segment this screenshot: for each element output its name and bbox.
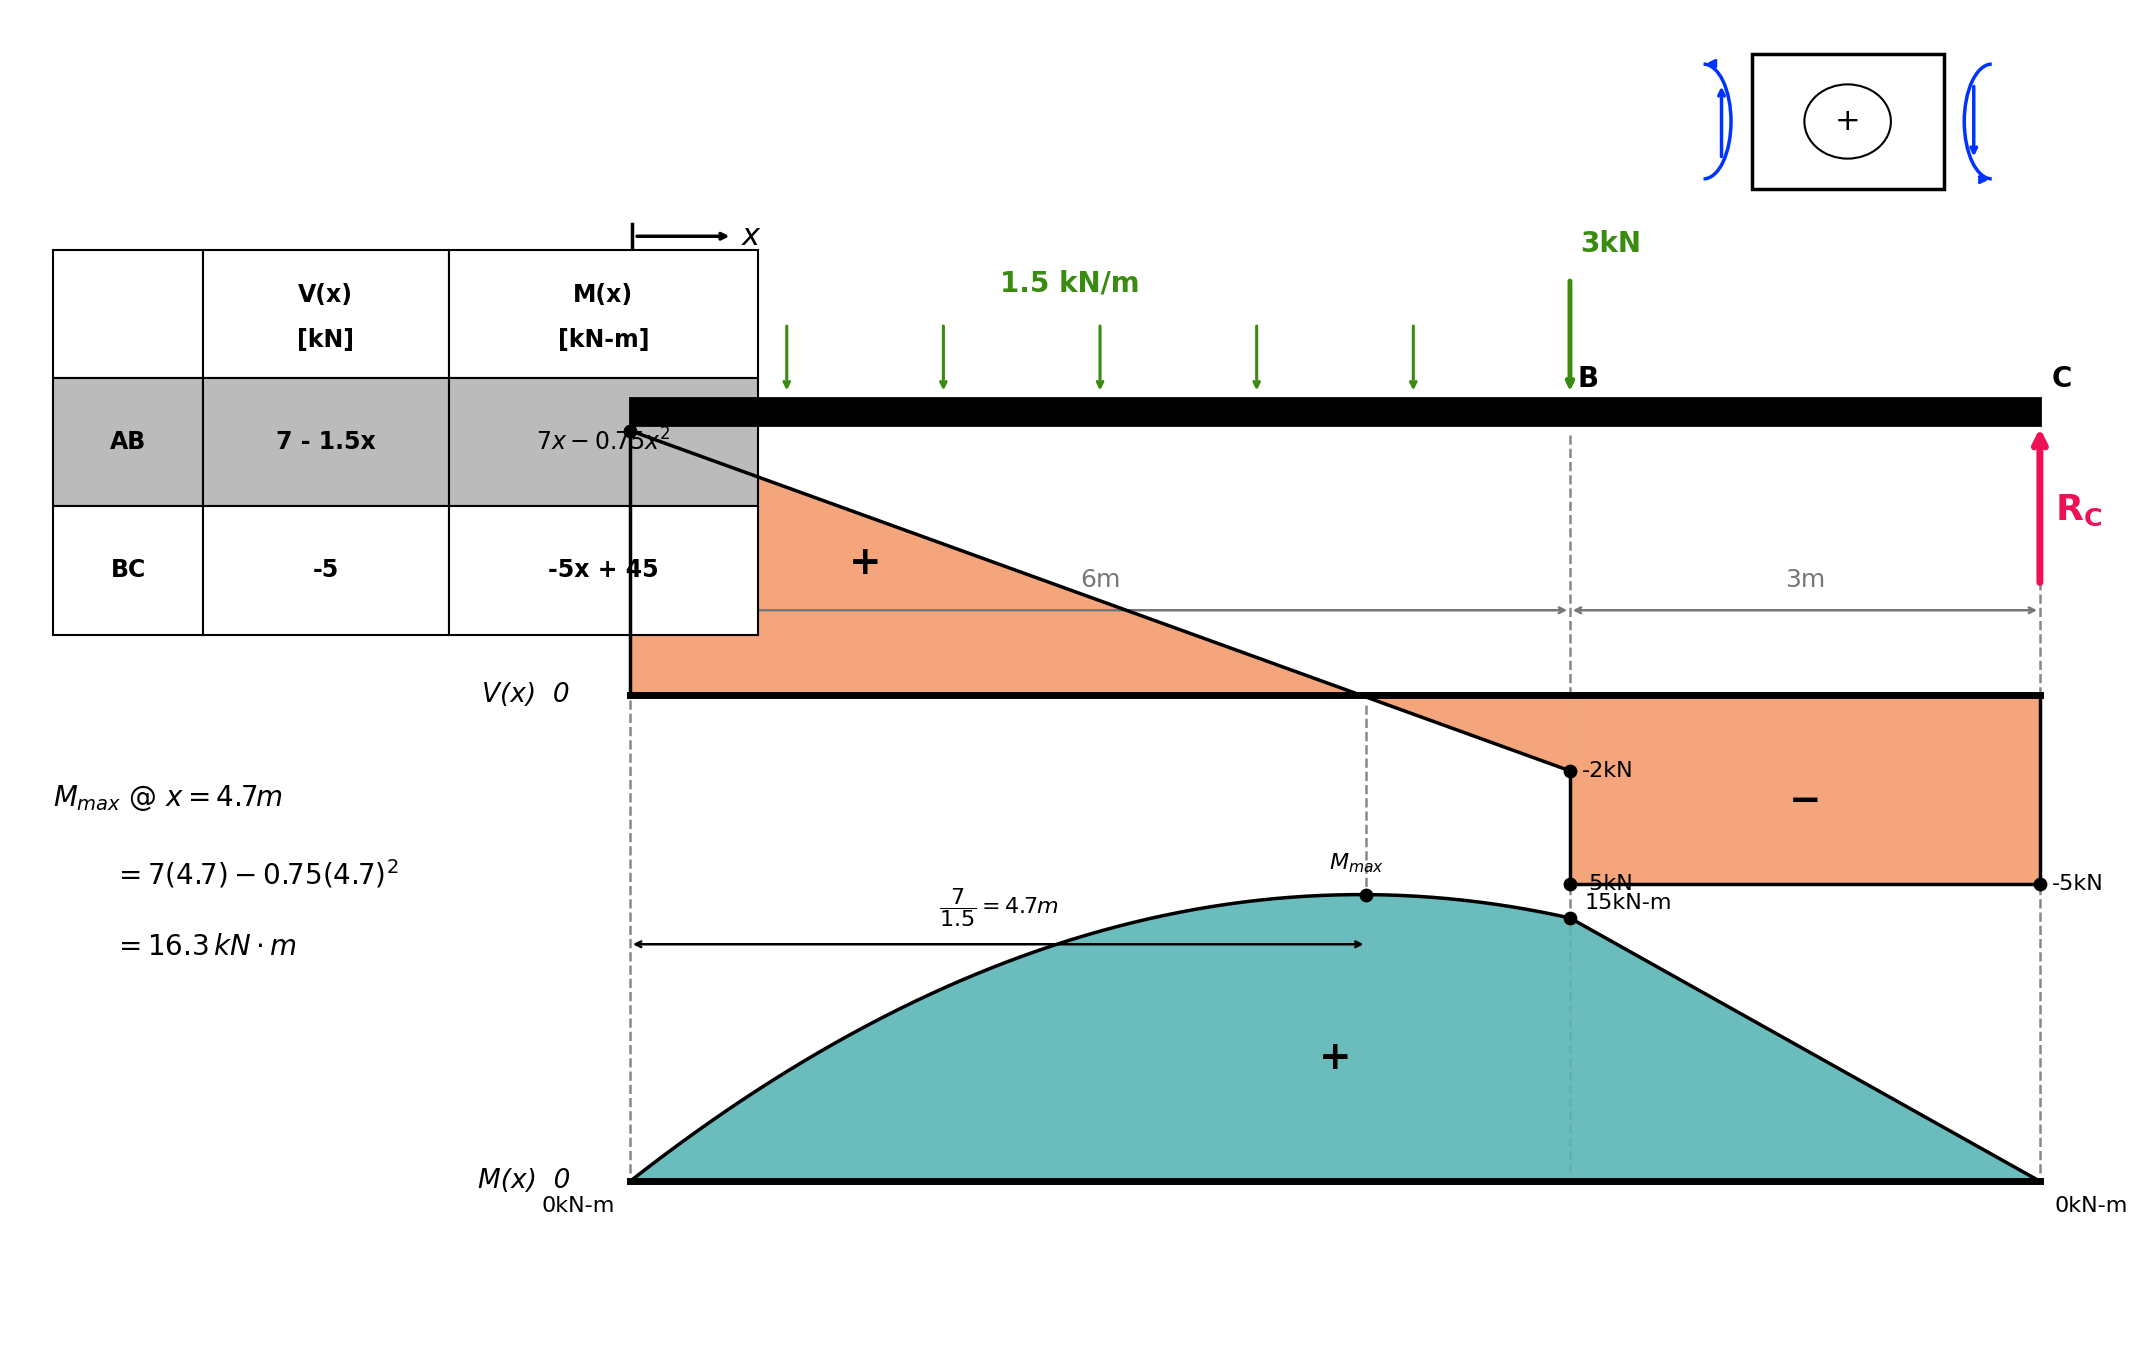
Text: -5kN: -5kN (1583, 875, 1634, 894)
Polygon shape (1570, 695, 2040, 884)
Text: 1.5 kN/m: 1.5 kN/m (1000, 269, 1141, 297)
Text: x: x (741, 221, 760, 251)
Text: $= 16.3\,kN \cdot m$: $= 16.3\,kN \cdot m$ (113, 933, 297, 961)
Bar (53, 506, 203, 634)
Text: V(x): V(x) (299, 282, 352, 306)
Text: $\dfrac{7}{1.5}=4.7m$: $\dfrac{7}{1.5}=4.7m$ (938, 887, 1057, 929)
Text: [kN-m]: [kN-m] (557, 328, 649, 351)
Bar (449, 506, 758, 634)
Bar (203, 250, 449, 378)
Polygon shape (630, 895, 2040, 1181)
Bar (203, 378, 449, 506)
Point (2023, 873, 2057, 895)
Bar (203, 506, 449, 634)
Point (1553, 873, 1587, 895)
Text: $= 7(4.7) - 0.75(4.7)^2$: $= 7(4.7) - 0.75(4.7)^2$ (113, 859, 399, 891)
Text: AB: AB (111, 431, 145, 454)
Text: 7 - 1.5x: 7 - 1.5x (276, 431, 376, 454)
Text: B: B (1579, 366, 1600, 393)
Point (1553, 907, 1587, 929)
Bar (53, 250, 203, 378)
Text: $\mathbf{R_A}$: $\mathbf{R_A}$ (645, 493, 694, 528)
Text: +: + (1318, 1040, 1352, 1077)
Text: $7x - 0.75x^2$: $7x - 0.75x^2$ (536, 428, 671, 456)
Point (1553, 760, 1587, 782)
Bar (630, 398, 2040, 425)
Text: $M_{max}$: $M_{max}$ (1329, 850, 1384, 875)
Bar (53, 378, 203, 506)
Point (1350, 884, 1384, 906)
Text: [kN]: [kN] (297, 328, 355, 351)
Text: BC: BC (111, 559, 145, 582)
Text: V(x)  0: V(x) 0 (483, 682, 570, 709)
Text: 15kN-m: 15kN-m (1585, 892, 1672, 913)
Text: -2kN: -2kN (1583, 761, 1634, 780)
Text: 6m: 6m (1081, 568, 1119, 593)
Polygon shape (1361, 695, 1570, 771)
Text: $M_{max}$ @ $x = 4.7m$: $M_{max}$ @ $x = 4.7m$ (53, 783, 282, 813)
Text: 0kN-m: 0kN-m (543, 1196, 615, 1216)
Text: C: C (2053, 366, 2072, 393)
Text: −: − (1788, 782, 1822, 819)
Text: 0kN-m: 0kN-m (2055, 1196, 2127, 1216)
Text: -5: -5 (312, 559, 340, 582)
Text: 3m: 3m (1786, 568, 1824, 593)
Text: -5kN: -5kN (2053, 875, 2104, 894)
Polygon shape (630, 431, 1361, 695)
Text: 7kN: 7kN (568, 418, 615, 443)
Text: M(x)  0: M(x) 0 (478, 1168, 570, 1195)
Text: $\mathbf{R_C}$: $\mathbf{R_C}$ (2055, 493, 2102, 528)
Text: +: + (1835, 107, 1860, 136)
Text: -5x + 45: -5x + 45 (549, 559, 658, 582)
Bar (1752, 54, 1944, 189)
Text: 3kN: 3kN (1581, 231, 1640, 258)
Text: M(x): M(x) (572, 282, 634, 306)
Bar (449, 250, 758, 378)
Text: A: A (596, 390, 617, 417)
Text: +: + (848, 544, 882, 582)
Point (613, 420, 647, 441)
Bar (449, 378, 758, 506)
